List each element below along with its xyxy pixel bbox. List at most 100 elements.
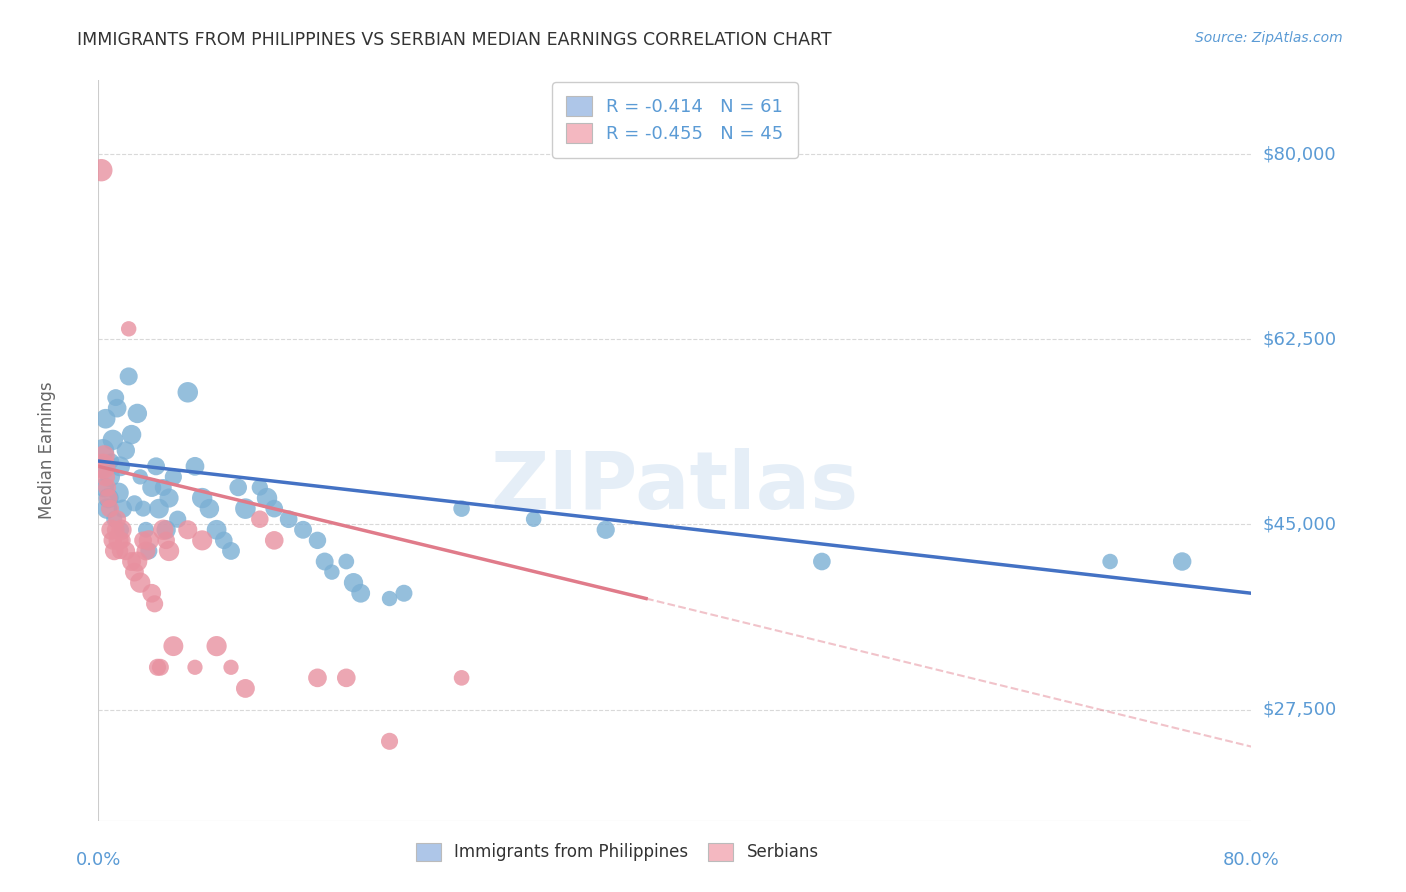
Text: $62,500: $62,500 — [1263, 330, 1337, 349]
Point — [104, 523, 127, 537]
Point — [177, 523, 200, 537]
Point — [321, 565, 343, 579]
Point — [96, 501, 118, 516]
Point — [523, 512, 546, 526]
Point — [129, 470, 152, 484]
Point — [157, 544, 180, 558]
Point — [107, 485, 129, 500]
Point — [307, 671, 329, 685]
Point — [307, 533, 329, 548]
Text: $80,000: $80,000 — [1263, 145, 1336, 163]
Point — [263, 501, 285, 516]
Point — [205, 523, 228, 537]
Point — [101, 433, 124, 447]
Point — [100, 454, 122, 468]
Point — [155, 533, 177, 548]
Point — [155, 523, 177, 537]
Point — [335, 671, 357, 685]
Point — [191, 533, 214, 548]
Point — [314, 555, 336, 569]
Text: 80.0%: 80.0% — [1223, 851, 1279, 869]
Text: IMMIGRANTS FROM PHILIPPINES VS SERBIAN MEDIAN EARNINGS CORRELATION CHART: IMMIGRANTS FROM PHILIPPINES VS SERBIAN M… — [77, 31, 832, 49]
Point — [91, 459, 114, 474]
Point — [98, 501, 121, 516]
Point — [205, 639, 228, 653]
Point — [124, 565, 146, 579]
Point — [141, 586, 163, 600]
Text: 0.0%: 0.0% — [76, 851, 121, 869]
Point — [101, 533, 124, 548]
Point — [292, 523, 315, 537]
Point — [135, 544, 157, 558]
Point — [114, 544, 136, 558]
Point — [93, 449, 115, 463]
Point — [152, 523, 174, 537]
Point — [212, 533, 235, 548]
Point — [166, 512, 188, 526]
Point — [111, 533, 134, 548]
Point — [129, 575, 152, 590]
Point — [177, 385, 200, 400]
Point — [118, 322, 141, 336]
Text: ZIPatlas: ZIPatlas — [491, 449, 859, 526]
Point — [184, 459, 207, 474]
Point — [105, 401, 128, 416]
Point — [143, 597, 166, 611]
Point — [114, 443, 136, 458]
Point — [97, 491, 120, 505]
Point — [90, 163, 112, 178]
Point — [263, 533, 285, 548]
Point — [132, 533, 155, 548]
Point — [93, 481, 115, 495]
Point — [121, 427, 143, 442]
Point — [152, 481, 174, 495]
Point — [219, 544, 242, 558]
Point — [100, 523, 122, 537]
Point — [378, 734, 401, 748]
Point — [450, 671, 472, 685]
Point — [103, 544, 125, 558]
Point — [249, 512, 271, 526]
Point — [94, 470, 117, 484]
Point — [96, 481, 118, 495]
Point — [91, 443, 114, 458]
Point — [132, 501, 155, 516]
Point — [146, 660, 169, 674]
Point — [110, 523, 132, 537]
Text: $27,500: $27,500 — [1263, 700, 1337, 719]
Point — [108, 459, 131, 474]
Point — [1171, 555, 1194, 569]
Point — [277, 512, 299, 526]
Point — [105, 512, 128, 526]
Point — [97, 491, 120, 505]
Point — [450, 501, 472, 516]
Point — [162, 639, 184, 653]
Point — [118, 369, 141, 384]
Point — [107, 533, 129, 548]
Point — [249, 481, 271, 495]
Point — [124, 496, 146, 510]
Point — [149, 660, 172, 674]
Point — [350, 586, 373, 600]
Point — [94, 411, 117, 425]
Point — [110, 523, 132, 537]
Point — [378, 591, 401, 606]
Point — [1099, 555, 1122, 569]
Point — [98, 470, 121, 484]
Point — [226, 481, 249, 495]
Point — [392, 586, 415, 600]
Point — [235, 681, 257, 696]
Text: Source: ZipAtlas.com: Source: ZipAtlas.com — [1195, 31, 1343, 45]
Point — [145, 459, 167, 474]
Point — [103, 512, 125, 526]
Point — [127, 407, 149, 421]
Point — [235, 501, 257, 516]
Point — [342, 575, 364, 590]
Point — [256, 491, 278, 505]
Text: Median Earnings: Median Earnings — [38, 382, 56, 519]
Point — [90, 459, 112, 474]
Legend: Immigrants from Philippines, Serbians: Immigrants from Philippines, Serbians — [409, 836, 825, 868]
Point — [162, 470, 184, 484]
Point — [148, 501, 170, 516]
Point — [138, 533, 160, 548]
